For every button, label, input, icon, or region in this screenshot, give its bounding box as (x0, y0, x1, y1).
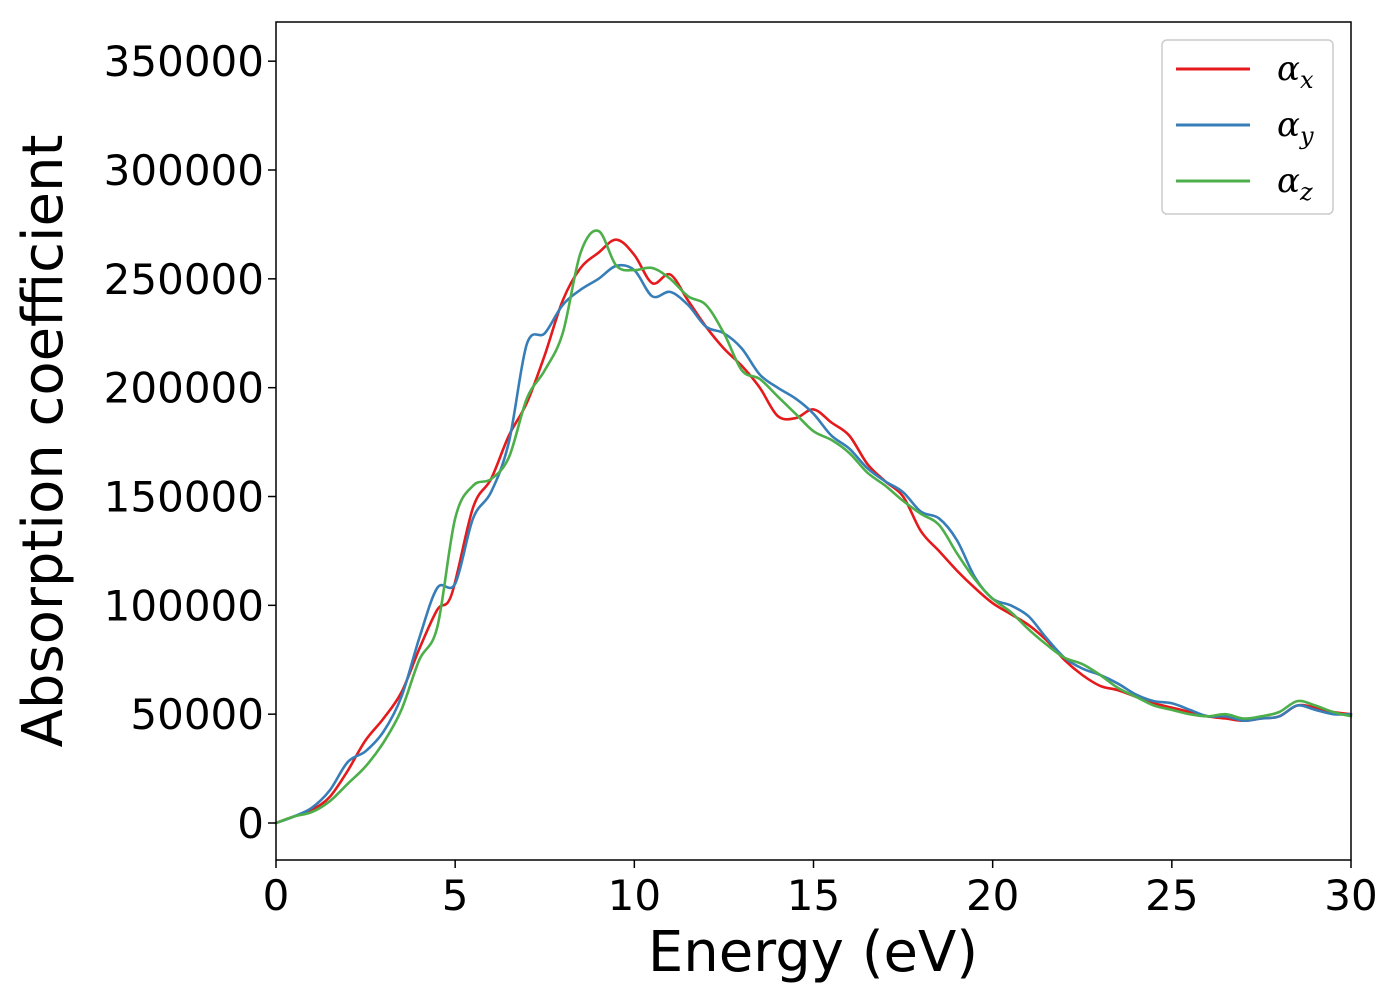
x-tick-label: 15 (787, 871, 840, 920)
series-line-x (274, 238, 1353, 825)
y-tick-label: 300000 (104, 146, 264, 195)
series-line-y (274, 263, 1353, 825)
y-tick-label: 100000 (104, 581, 264, 630)
y-tick-label: 150000 (104, 473, 264, 522)
x-axis-ticks: 0 5 10 15 20 25 30 (263, 860, 1378, 920)
y-tick-label: 250000 (104, 255, 264, 304)
y-tick-label: 0 (237, 799, 264, 848)
legend-label-y: αy (1277, 105, 1314, 150)
x-tick-label: 10 (608, 871, 661, 920)
y-tick-label: 350000 (104, 37, 264, 86)
legend-box (1161, 39, 1334, 215)
series-line-z (274, 229, 1353, 825)
x-tick-label: 5 (442, 871, 469, 920)
y-tick-label: 200000 (104, 364, 264, 413)
legend: αx αy αz (1161, 39, 1334, 215)
plot-lines (274, 229, 1353, 825)
x-axis-title: Energy (eV) (648, 920, 978, 985)
legend-label-x: αx (1277, 49, 1314, 94)
y-axis-ticks: 0 50000 100000 150000 200000 250000 300000 3500… (104, 37, 276, 848)
x-tick-label: 30 (1324, 871, 1377, 920)
x-tick-label: 0 (263, 871, 290, 920)
x-tick-label: 20 (966, 871, 1019, 920)
x-tick-label: 25 (1145, 871, 1198, 920)
legend-label-z: αz (1277, 161, 1313, 206)
y-axis-title: Absorption coefficient (11, 135, 76, 748)
y-tick-label: 50000 (130, 690, 264, 739)
